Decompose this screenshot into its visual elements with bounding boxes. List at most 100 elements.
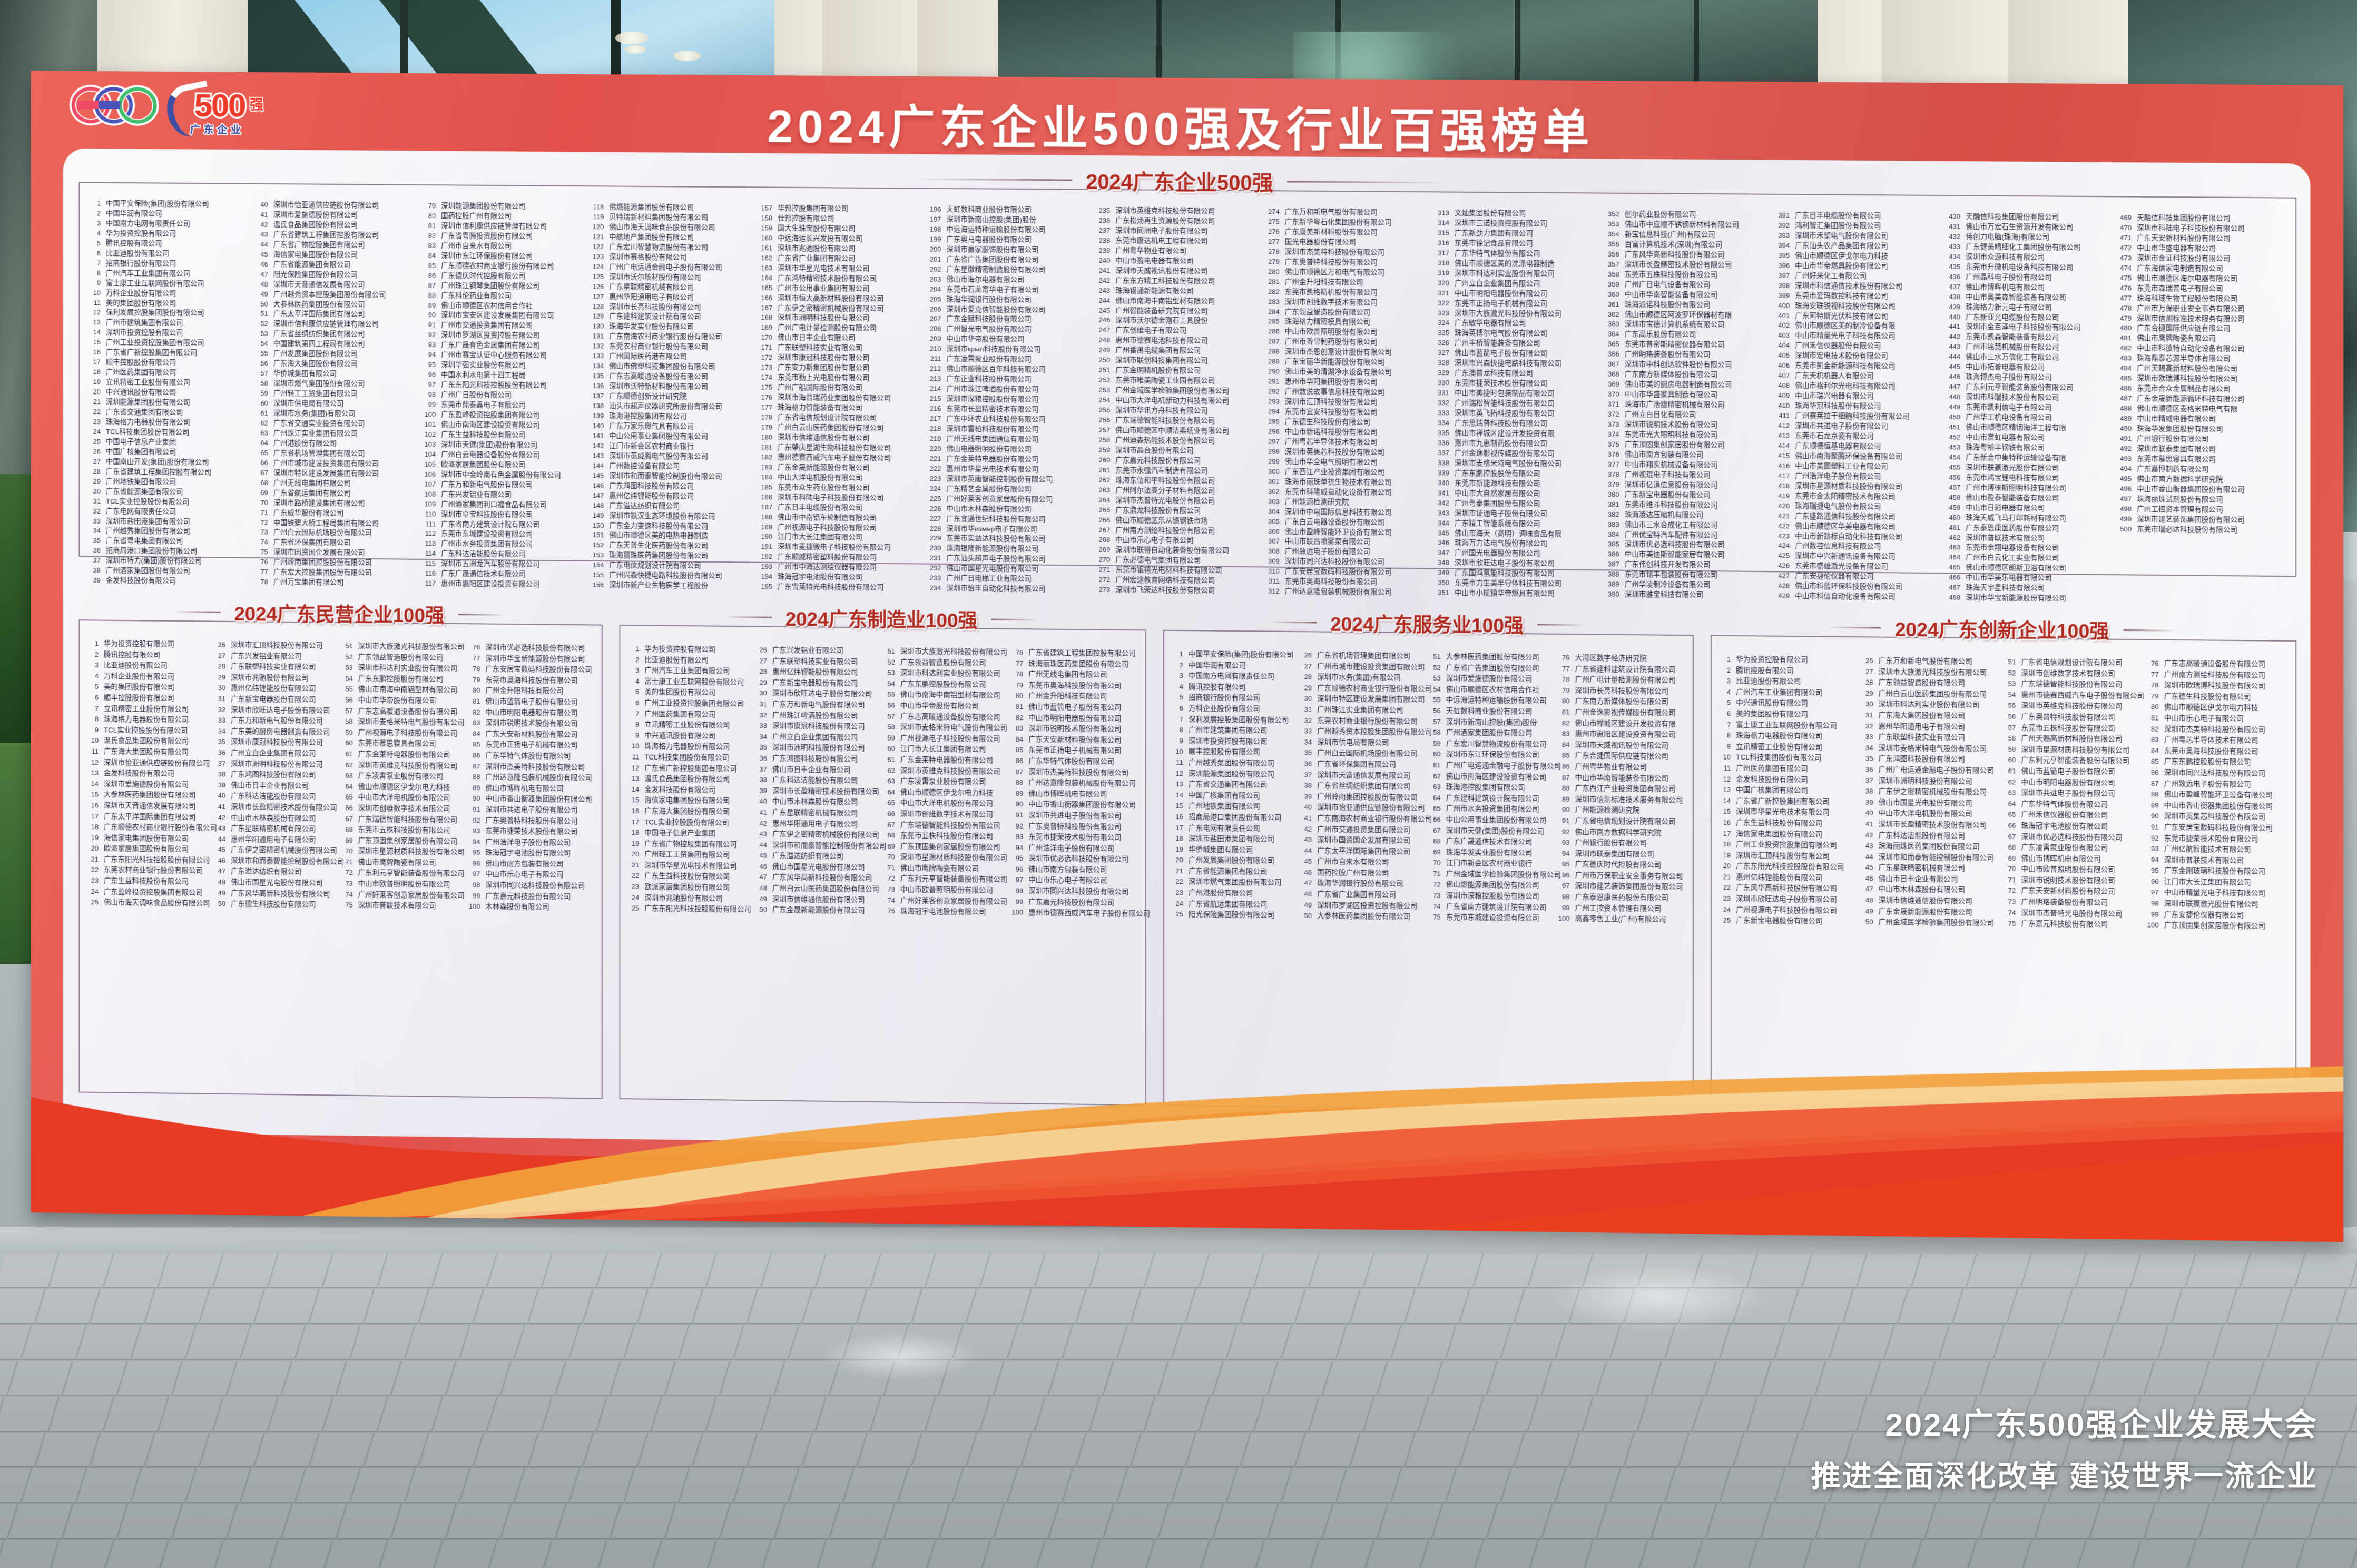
company-name: 珠海丽珠医药集团股份有限公司	[1028, 659, 1129, 668]
rank-row: 87 广州致远电子股份有限公司	[2146, 778, 2289, 791]
rank-number: 262	[1098, 476, 1111, 484]
rank-column: 1 中国平安保险(集团)股份有限公司 2 中国华润有限公司 3 中国南方电网有限责任公司 4…	[1171, 649, 1299, 922]
company-name: 广东顶固集创家居股份有限公司	[1624, 440, 1725, 449]
rank-number: 89	[1015, 789, 1024, 797]
company-name: 广东威华股份有限公司	[273, 508, 344, 517]
rank-column: 469 天融信科技集团股份有限公司 470 深圳市科陆电子科技股份有限公司 471 广东天…	[2118, 213, 2289, 606]
divider-left	[914, 178, 1073, 181]
company-name: 江门市新会区农村商业银行	[1446, 859, 1533, 868]
rank-row: 131 广东南海农村商业银行股份有限公司	[591, 332, 759, 343]
company-name: 百富计算机技术(深圳)有限公司	[1624, 240, 1723, 249]
rank-number: 33	[1304, 727, 1312, 735]
rank-row: 32 深圳市欣旺达电子股份有限公司	[213, 704, 340, 716]
rank-number: 20	[1723, 862, 1731, 870]
rank-number: 30	[1304, 694, 1312, 703]
rank-number: 82	[1015, 713, 1024, 722]
rank-row: 82 佛山市禅城区建设开发投资有限	[1557, 718, 1686, 730]
rank-row: 92 佛山市南方数据科学研究院	[1557, 826, 1686, 839]
rank-number: 69	[260, 488, 268, 497]
rank-row: 70 中山市欧普照明股份有限公司	[2003, 864, 2146, 876]
rank-number: 356	[1607, 250, 1619, 258]
rank-number: 127	[592, 292, 604, 301]
company-name: 深圳市普联技术有限公司	[2164, 855, 2244, 865]
rank-number: 238	[1098, 236, 1111, 244]
rank-row: 48 广州白云山医药集团股份有限公司	[754, 883, 882, 895]
company-name: 贝特瑞新材料集团股份有限公司	[609, 213, 709, 222]
rank-number: 154	[592, 561, 604, 569]
rank-row: 98 深圳市联赢激光股份有限公司	[2146, 898, 2289, 911]
company-name: 广东顺德恒基电器有限公司	[1795, 441, 1881, 451]
rank-number: 45	[1865, 863, 1873, 872]
company-name: 广州市博徕斯照明科技有限公司	[1966, 483, 2067, 492]
company-name: 广东星徽精密制造股份有限公司	[946, 265, 1046, 274]
company-name: 广东金晟新能源股份有限公司	[772, 905, 865, 915]
rank-row: 6 万科企业股份有限公司	[1171, 703, 1299, 715]
company-name: 深圳市麦格米特电气股份有限公司	[358, 717, 465, 727]
company-name: 惠州市华阳集团股份有限公司	[1284, 377, 1378, 387]
rank-row: 390 深圳市雅宝科技有限公司	[1606, 590, 1776, 601]
rank-number: 111	[425, 519, 436, 528]
rank-number: 427	[1778, 571, 1790, 580]
rank-number: 412	[1778, 421, 1790, 430]
rank-number: 403	[1778, 331, 1790, 340]
company-name: 珠海东信和平科技股份有限公司	[1115, 476, 1215, 485]
rank-row: 61 广州广电运通金融电子股份有限公司	[1428, 760, 1561, 772]
company-name: 仕邦控股有限公司	[777, 214, 834, 223]
rank-number: 337	[1438, 449, 1449, 457]
rank-number: 217	[929, 415, 941, 423]
rank-number: 94	[2151, 855, 2159, 864]
rank-number: 36	[93, 546, 101, 555]
company-name: 东莞市新能源科技有限公司	[1455, 479, 1540, 488]
company-name: 广州视源电子科技股份有限公司	[1736, 905, 1837, 915]
rank-row: 251 广东金明精机股份有限公司	[1096, 366, 1265, 377]
rank-number: 118	[593, 203, 604, 211]
divider-right	[458, 613, 505, 616]
company-name: 立讯精密工业股份有限公司	[105, 378, 190, 387]
company-name: 顺丰控股股份有限公司	[105, 358, 176, 367]
rank-number: 371	[1607, 400, 1619, 408]
rank-number: 19	[631, 839, 640, 847]
company-name: 东莞市光大照明科技有限公司	[1624, 430, 1718, 439]
rank-row: 24 广州视源电子科技股份有限公司	[1718, 904, 1860, 917]
rank-number: 96	[1562, 871, 1570, 879]
company-name: 珠海天宇星科技有限公司	[1966, 583, 2045, 593]
rank-number: 56	[887, 701, 895, 709]
rank-number: 139	[592, 411, 604, 420]
rank-number: 11	[91, 747, 99, 755]
rank-row: 58 深圳市燃气集团股份有限公司	[254, 379, 422, 390]
rank-number: 399	[1778, 291, 1790, 300]
rank-number: 349	[1438, 568, 1449, 577]
rank-row: 57 深圳市新南山控股(集团)股份	[1428, 716, 1557, 728]
rank-number: 6	[94, 693, 99, 702]
rank-number: 71	[887, 863, 895, 872]
rank-row: 40 中山市木林森股份有限公司	[754, 796, 882, 808]
company-name: 广州立白企业集团有限公司	[772, 732, 858, 742]
company-name: 广东省广新控股集团有限公司	[1736, 796, 1830, 806]
rank-number: 39	[218, 781, 226, 789]
rank-number: 417	[1778, 471, 1790, 480]
company-name: 深圳市洲明科技股份有限公司	[777, 313, 870, 322]
rank-row: 5 美的集团股份有限公司	[626, 687, 754, 699]
rank-number: 63	[887, 777, 895, 785]
rank-number: 71	[2008, 875, 2016, 884]
rank-number: 392	[1778, 221, 1790, 230]
rank-number: 47	[218, 867, 226, 875]
company-name: 广州工控资本管理有限公司	[2137, 505, 2223, 514]
rank-row: 19 海信家电集团股份有限公司	[86, 832, 213, 844]
rank-number: 27	[218, 651, 226, 660]
company-name: 广州瑞松智能科技股份有限公司	[1455, 399, 1555, 408]
rank-number: 90	[1015, 800, 1024, 808]
rank-number: 28	[1304, 673, 1312, 681]
rank-number: 383	[1607, 520, 1619, 528]
rank-number: 51	[1433, 652, 1441, 660]
rank-row: 92 深圳市罗湖区投资控股有限公司	[423, 330, 591, 341]
rank-number: 59	[1433, 739, 1441, 747]
rank-number: 196	[929, 205, 941, 213]
rank-row: 448 深圳市科瑞技术股份有限公司	[1947, 392, 2118, 404]
company-name: 东莞市正扬电子机械有限公司	[1028, 746, 1122, 755]
company-name: 广州地铁集团有限公司	[105, 477, 176, 486]
rank-number: 81	[1015, 702, 1024, 711]
rank-number: 84	[428, 251, 436, 260]
company-name: 金发科技股份有限公司	[1736, 775, 1809, 784]
rank-number: 346	[1438, 538, 1449, 547]
